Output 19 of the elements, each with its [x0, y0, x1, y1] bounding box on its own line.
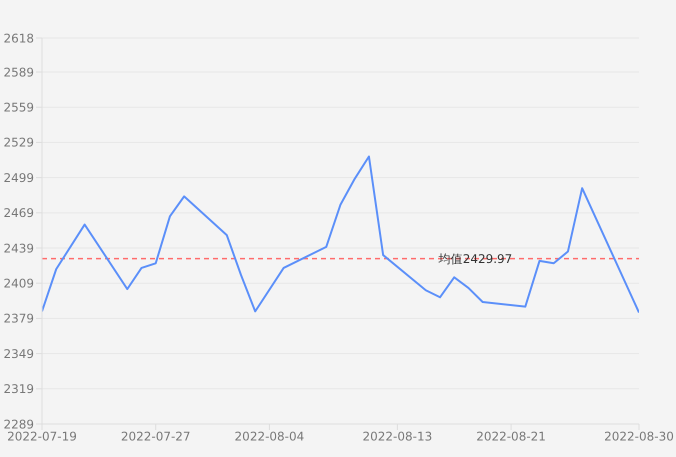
x-tick-label: 2022-08-13	[362, 430, 432, 444]
x-tick-label: 2022-08-04	[234, 430, 304, 444]
y-tick-label: 2618	[3, 31, 34, 46]
y-tick-label: 2349	[3, 346, 34, 361]
y-tick-label: 2469	[3, 206, 34, 220]
y-tick-label: 2409	[3, 276, 34, 290]
y-tick-label: 2589	[3, 65, 34, 80]
y-tick-label: 2289	[3, 417, 34, 432]
y-tick-label: 2319	[3, 382, 34, 396]
x-tick-label: 2022-08-21	[476, 430, 546, 444]
y-tick-label: 2559	[3, 100, 34, 114]
y-tick-label: 2499	[3, 170, 34, 185]
line-series	[42, 156, 639, 314]
y-tick-label: 2379	[3, 312, 34, 326]
x-tick-label: 2022-07-19	[7, 430, 77, 444]
x-tick-label: 2022-08-30	[604, 430, 674, 444]
y-tick-label: 2439	[3, 241, 34, 256]
y-tick-label: 2529	[3, 136, 34, 150]
x-tick-label: 2022-07-27	[120, 430, 191, 444]
